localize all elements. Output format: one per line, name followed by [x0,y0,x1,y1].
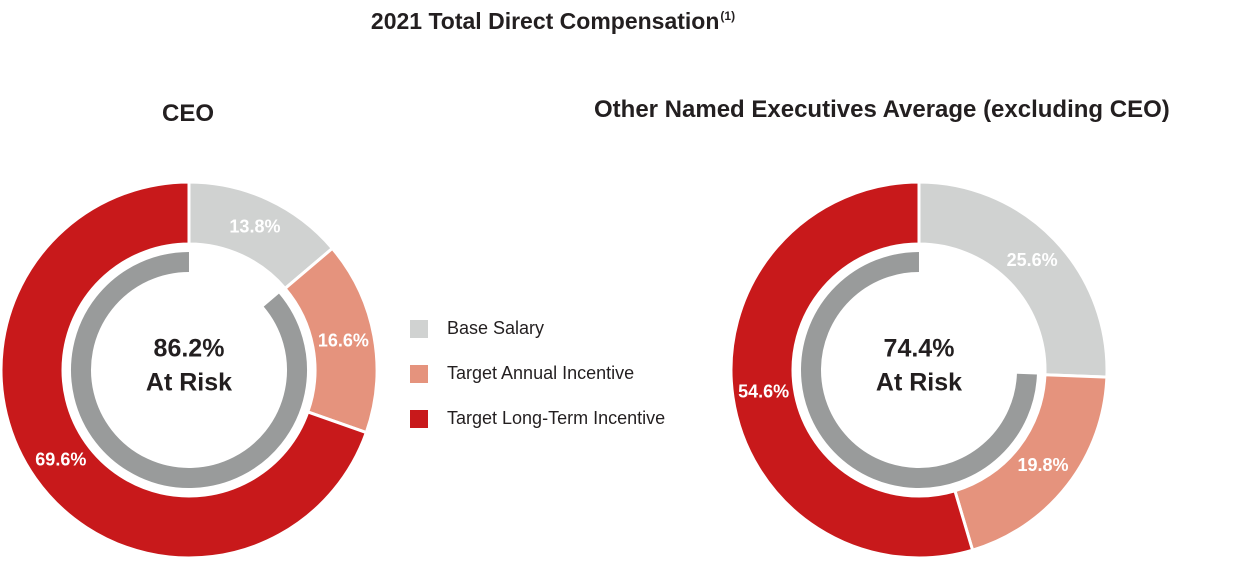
legend-label-base-salary: Base Salary [447,318,545,338]
slice-label-target-long-term-incentive: 69.6% [35,449,86,469]
legend-label-target-annual-incentive: Target Annual Incentive [447,363,635,383]
center-at-risk-value: 86.2% [154,335,225,363]
ceo-chart-title: CEO [162,100,215,127]
at-risk-progress-ring [71,252,307,488]
donut-slice-base-salary [917,180,1109,379]
center-at-risk-value: 74.4% [884,335,955,363]
legend-label-target-long-term-incentive: Target Long-Term Incentive [447,408,666,428]
slice-label-target-annual-incentive: 16.6% [318,330,369,350]
legend-swatch-target-long-term-incentive [410,410,428,428]
main-title-text: 2021 Total Direct Compensation [370,8,720,34]
slice-label-target-long-term-incentive: 54.6% [738,381,789,401]
center-at-risk-label: At Risk [146,369,232,397]
ceo-donut-chart: 13.8% 16.6% 69.6% 86.2% At Risk [0,180,379,560]
chart-main-title: 2021 Total Direct Compensation(1) [0,8,1106,35]
at-risk-progress-ring [801,252,1037,488]
legend-swatch-target-annual-incentive [410,365,428,383]
slice-label-target-annual-incentive: 19.8% [1018,455,1069,475]
donut-slice-target-long-term-incentive [0,180,369,560]
title-footnote-marker: (1) [720,9,736,23]
donut-slice-target-long-term-incentive [729,180,975,560]
neo-donut-chart: 25.6% 19.8% 54.6% 74.4% At Risk [729,180,1109,560]
slice-label-base-salary: 13.8% [229,216,280,236]
legend-swatch-base-salary [410,320,428,338]
slice-label-base-salary: 25.6% [1007,250,1058,270]
center-at-risk-label: At Risk [876,369,962,397]
neo-chart-title: Other Named Executives Average (excludin… [594,96,1170,123]
